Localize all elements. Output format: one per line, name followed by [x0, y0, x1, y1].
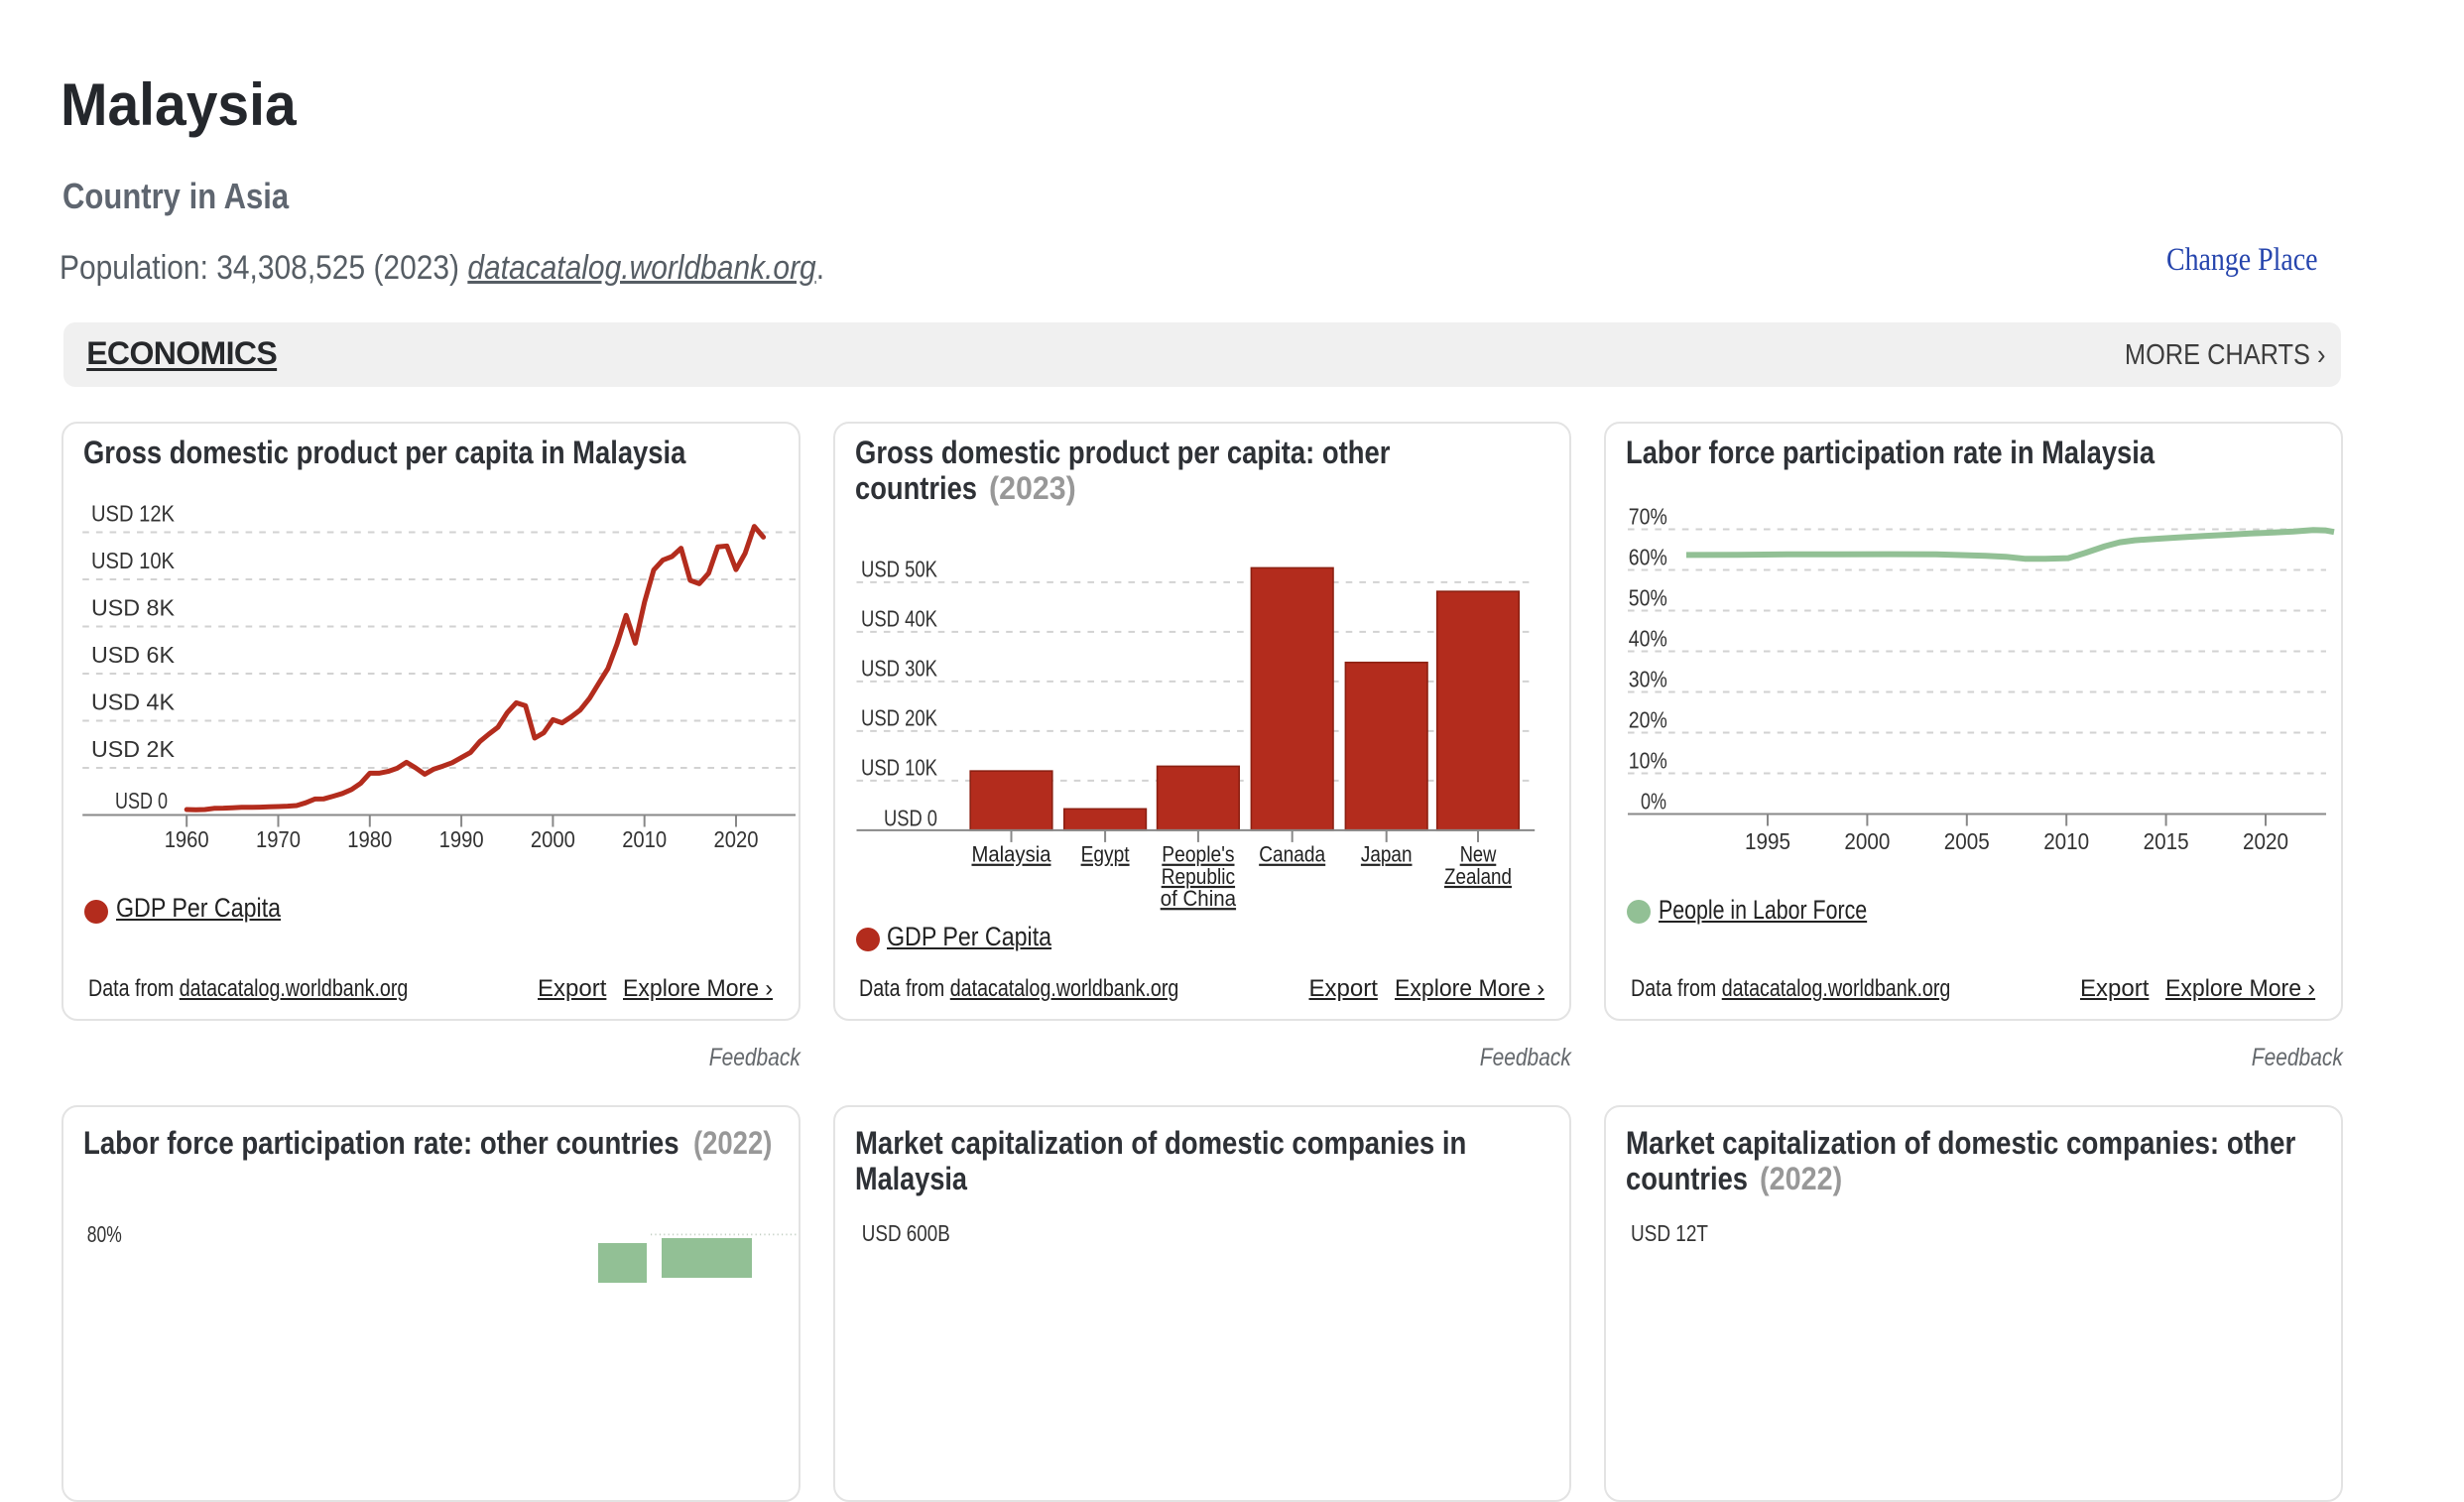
svg-text:1960: 1960	[165, 826, 209, 852]
svg-text:People's: People's	[1162, 841, 1234, 866]
svg-text:USD 600B: USD 600B	[861, 1220, 949, 1246]
svg-text:2015: 2015	[2144, 827, 2189, 853]
svg-text:USD 10K: USD 10K	[860, 754, 937, 780]
svg-text:Zealand: Zealand	[1443, 863, 1511, 888]
svg-text:USD 20K: USD 20K	[860, 704, 937, 730]
svg-text:60%: 60%	[1629, 544, 1667, 569]
svg-text:of China: of China	[1160, 886, 1236, 911]
svg-text:Republic: Republic	[1161, 863, 1234, 888]
svg-text:40%: 40%	[1629, 625, 1667, 651]
svg-text:USD 0: USD 0	[115, 787, 168, 813]
svg-text:USD 10K: USD 10K	[91, 548, 176, 573]
svg-text:USD 6K: USD 6K	[91, 642, 176, 668]
svg-text:1995: 1995	[1745, 827, 1790, 853]
svg-text:1990: 1990	[439, 826, 484, 852]
svg-text:2000: 2000	[531, 826, 575, 852]
svg-text:Canada: Canada	[1259, 841, 1326, 866]
svg-text:1970: 1970	[256, 826, 301, 852]
svg-text:USD 8K: USD 8K	[91, 594, 176, 620]
svg-text:2020: 2020	[713, 826, 758, 852]
svg-text:USD 0: USD 0	[883, 805, 936, 830]
svg-text:2000: 2000	[1844, 827, 1890, 853]
svg-text:USD 30K: USD 30K	[860, 655, 937, 681]
svg-text:USD 12T: USD 12T	[1631, 1220, 1708, 1246]
svg-text:USD 40K: USD 40K	[860, 605, 937, 631]
svg-text:0%: 0%	[1641, 788, 1666, 814]
svg-text:USD 2K: USD 2K	[91, 735, 176, 761]
svg-text:New: New	[1459, 841, 1496, 866]
svg-text:10%: 10%	[1629, 747, 1667, 773]
svg-text:USD 4K: USD 4K	[91, 688, 176, 714]
svg-text:Japan: Japan	[1360, 841, 1412, 866]
svg-text:1980: 1980	[347, 826, 392, 852]
svg-text:20%: 20%	[1629, 706, 1667, 732]
svg-text:Malaysia: Malaysia	[971, 841, 1051, 866]
svg-text:USD 50K: USD 50K	[860, 556, 937, 581]
svg-text:80%: 80%	[87, 1221, 122, 1247]
svg-text:2005: 2005	[1944, 827, 1990, 853]
svg-text:2010: 2010	[2043, 827, 2089, 853]
svg-text:70%: 70%	[1629, 503, 1667, 529]
svg-text:2010: 2010	[622, 826, 667, 852]
svg-text:Egypt: Egypt	[1080, 841, 1129, 866]
svg-text:50%: 50%	[1629, 584, 1667, 610]
svg-text:USD 12K: USD 12K	[91, 500, 176, 526]
svg-text:30%: 30%	[1629, 666, 1667, 691]
svg-text:2020: 2020	[2243, 827, 2288, 853]
